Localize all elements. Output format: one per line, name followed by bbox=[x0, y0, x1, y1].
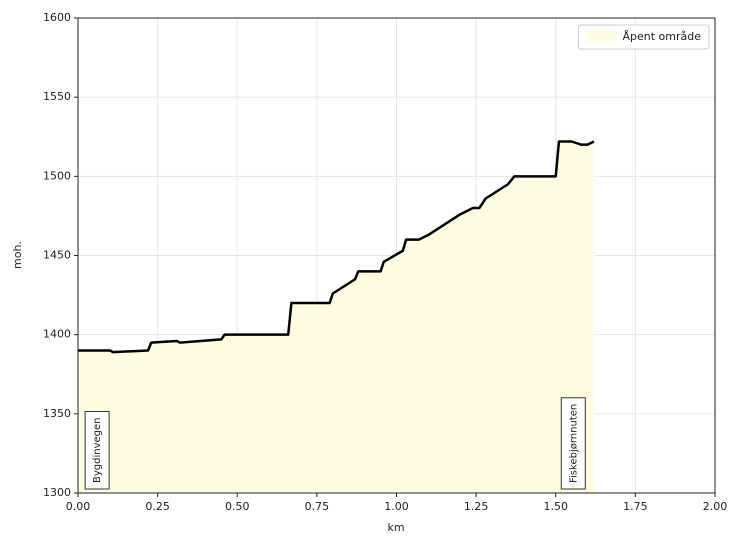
legend-swatch bbox=[586, 31, 617, 43]
x-tick-label: 0.75 bbox=[305, 500, 330, 513]
y-tick-label: 1450 bbox=[43, 249, 71, 262]
x-tick-label: 1.50 bbox=[544, 500, 569, 513]
x-tick-label: 2.00 bbox=[703, 500, 728, 513]
y-tick-label: 1350 bbox=[43, 407, 71, 420]
x-tick-label: 1.75 bbox=[623, 500, 648, 513]
y-tick-label: 1400 bbox=[43, 328, 71, 341]
annotation-box bbox=[84, 411, 110, 490]
y-axis-label: moh. bbox=[11, 241, 24, 269]
y-tick-label: 1550 bbox=[43, 90, 71, 103]
y-tick-label: 1300 bbox=[43, 486, 71, 499]
x-tick-label: 1.00 bbox=[384, 500, 409, 513]
annotation-box bbox=[560, 397, 586, 490]
annotation-label: Fiskebjørnnuten bbox=[568, 404, 579, 483]
x-tick-label: 0.50 bbox=[225, 500, 250, 513]
y-tick-label: 1500 bbox=[43, 169, 71, 182]
area bbox=[78, 141, 594, 493]
x-axis-label: km bbox=[387, 521, 404, 534]
plot-frame bbox=[77, 17, 716, 494]
line bbox=[78, 140, 595, 354]
x-tick-label: 0.25 bbox=[145, 500, 170, 513]
x-tick-label: 1.25 bbox=[464, 500, 489, 513]
annotation-label: Bygdinvegen bbox=[92, 418, 103, 484]
y-tick-label: 1600 bbox=[43, 11, 71, 24]
legend-label: Åpent område bbox=[622, 30, 701, 43]
x-tick-label: 0.00 bbox=[66, 500, 91, 513]
